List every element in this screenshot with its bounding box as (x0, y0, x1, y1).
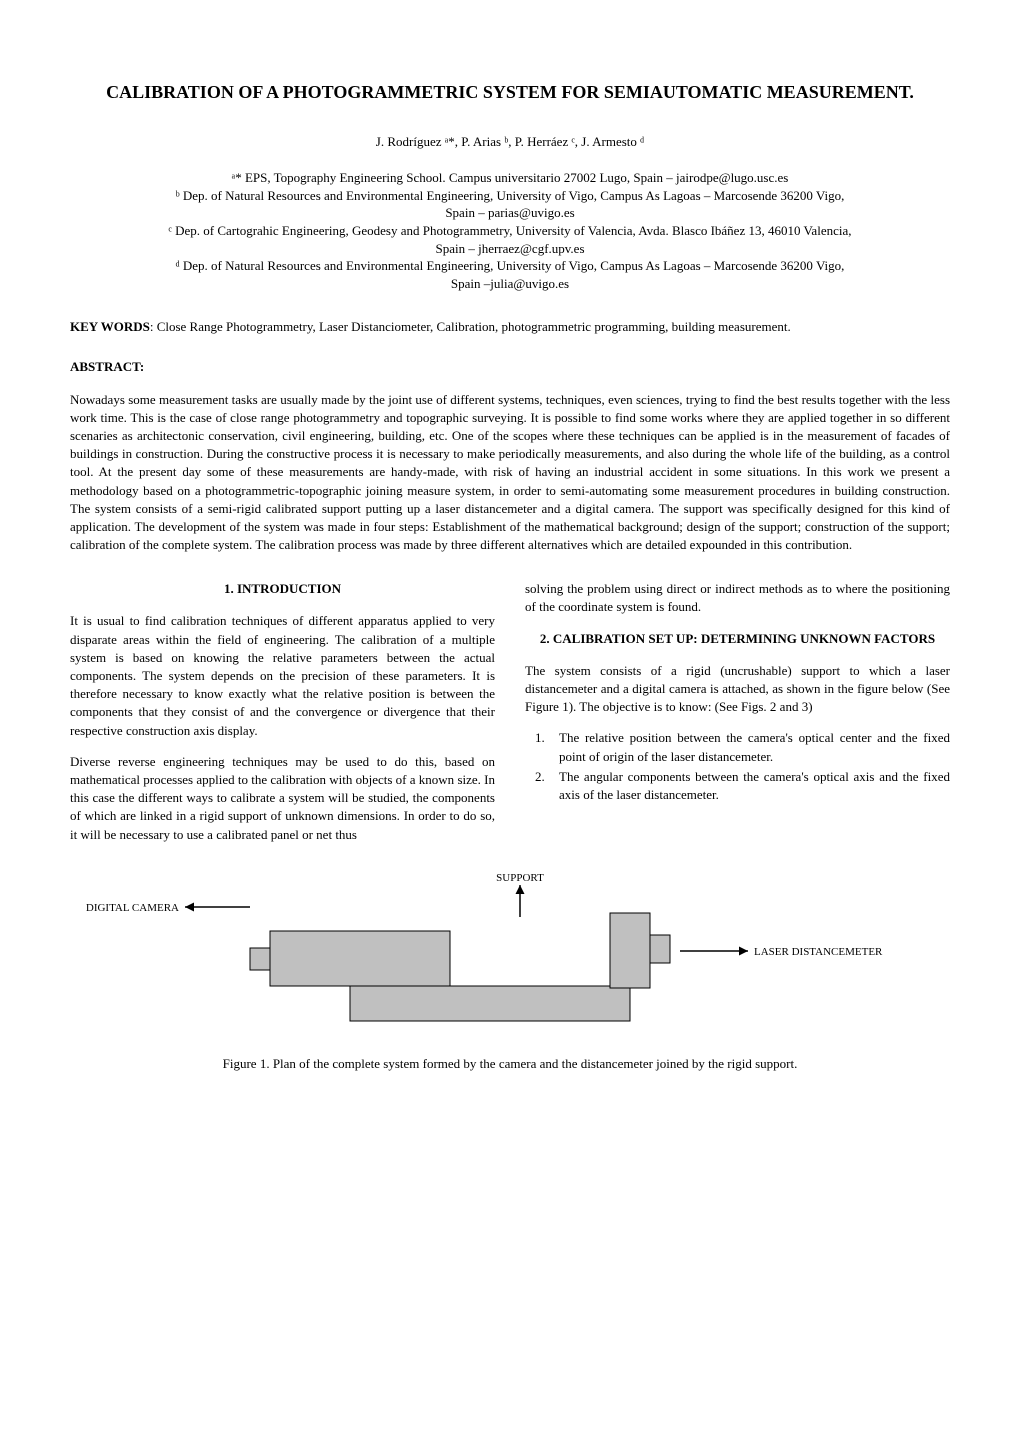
affiliation-b-line2: Spain – parias@uvigo.es (70, 204, 950, 222)
keywords-text: : Close Range Photogrammetry, Laser Dist… (150, 319, 791, 334)
svg-text:LASER DISTANCEMETER: LASER DISTANCEMETER (754, 946, 883, 958)
authors-line: J. Rodríguez ᵃ*, P. Arias ᵇ, P. Herráez … (70, 133, 950, 151)
svg-text:DIGITAL CAMERA: DIGITAL CAMERA (86, 902, 179, 914)
section-2-list: The relative position between the camera… (525, 729, 950, 804)
section-1-paragraph-2-continued: solving the problem using direct or indi… (525, 580, 950, 616)
svg-text:SUPPORT: SUPPORT (496, 872, 544, 884)
affiliation-c-line2: Spain – jherraez@cgf.upv.es (70, 240, 950, 258)
section-1-paragraph-2: Diverse reverse engineering techniques m… (70, 753, 495, 844)
keywords-label: KEY WORDS (70, 319, 150, 334)
right-column: solving the problem using direct or indi… (525, 580, 950, 856)
figure-1: SUPPORT DIGITAL CAMERA LASER DISTANCEMETER… (70, 871, 950, 1073)
paper-title: CALIBRATION OF A PHOTOGRAMMETRIC SYSTEM … (70, 80, 950, 105)
abstract-text: Nowadays some measurement tasks are usua… (70, 391, 950, 555)
affiliation-b-line1: ᵇ Dep. of Natural Resources and Environm… (70, 187, 950, 205)
affiliations-block: ᵃ* EPS, Topography Engineering School. C… (70, 169, 950, 292)
left-column: 1. INTRODUCTION It is usual to find cali… (70, 580, 495, 856)
section-1-paragraph-1: It is usual to find calibration techniqu… (70, 612, 495, 739)
section-2-heading: 2. CALIBRATION SET UP: DETERMINING UNKNO… (525, 630, 950, 648)
affiliation-d-line2: Spain –julia@uvigo.es (70, 275, 950, 293)
affiliation-a: ᵃ* EPS, Topography Engineering School. C… (70, 169, 950, 187)
list-item: The relative position between the camera… (559, 729, 950, 765)
section-2-paragraph-1: The system consists of a rigid (uncrusha… (525, 662, 950, 717)
section-1-heading: 1. INTRODUCTION (70, 580, 495, 598)
abstract-label: ABSTRACT: (70, 358, 950, 376)
list-item: The angular components between the camer… (559, 768, 950, 804)
figure-1-diagram: SUPPORT DIGITAL CAMERA LASER DISTANCEMETER (70, 871, 950, 1041)
affiliation-c-line1: ᶜ Dep. of Cartograhic Engineering, Geode… (70, 222, 950, 240)
figure-1-caption: Figure 1. Plan of the complete system fo… (70, 1055, 950, 1073)
keywords-block: KEY WORDS: Close Range Photogrammetry, L… (70, 318, 950, 336)
affiliation-d-line1: ᵈ Dep. of Natural Resources and Environm… (70, 257, 950, 275)
two-column-body: 1. INTRODUCTION It is usual to find cali… (70, 580, 950, 856)
